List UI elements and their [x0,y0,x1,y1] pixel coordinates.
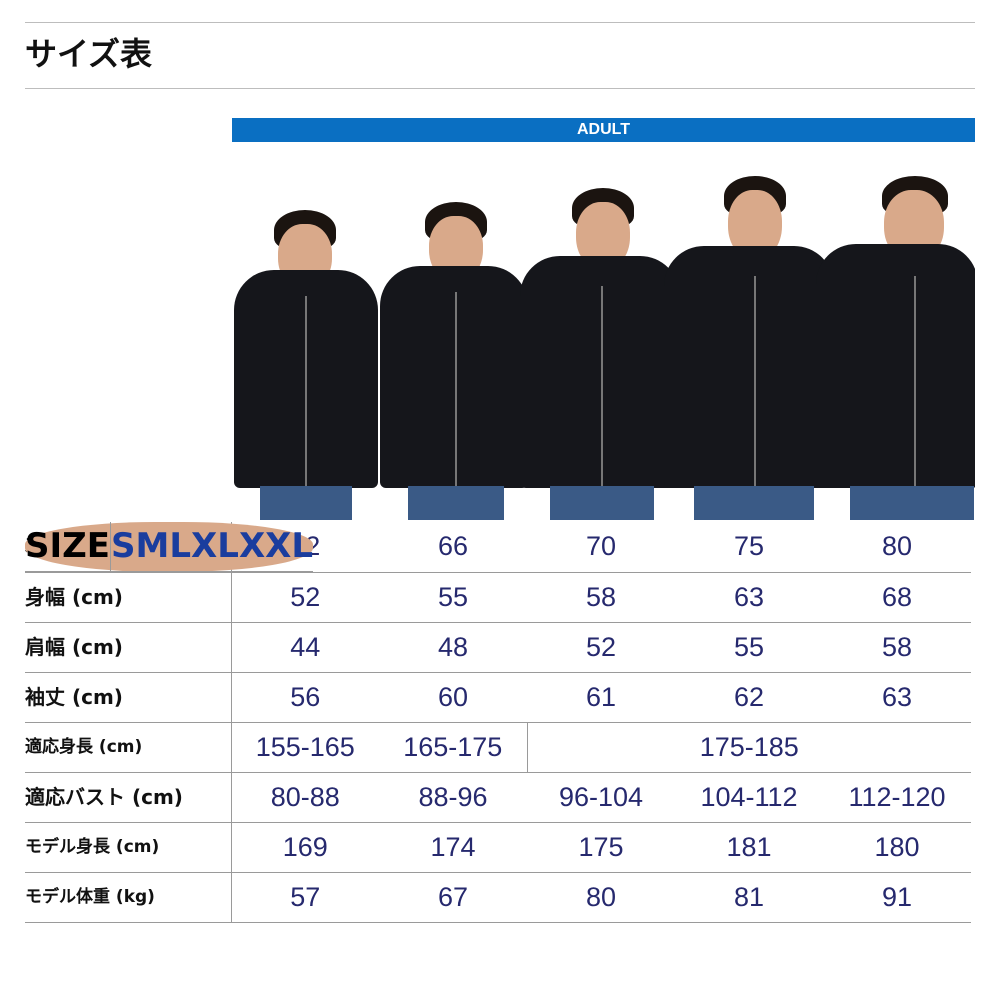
row-label: モデル体重 (kg) [25,872,232,923]
cell: 52 [231,572,379,623]
cell: 60 [379,672,527,723]
cell: 80 [527,872,675,923]
cell: 181 [675,822,823,873]
model-photo-xxl [816,176,975,520]
cell: 63 [675,572,823,623]
cell-merged: 175-185 [526,722,971,773]
cell: 52 [527,622,675,673]
size-l: L [169,522,192,572]
size-m: M [135,522,170,572]
model-photo-xl [664,176,834,520]
cell: 81 [675,872,823,923]
cell: 58 [823,622,971,673]
row-label: 肩幅 (cm) [25,622,232,673]
cell: 175 [527,822,675,873]
cell: 61 [527,672,675,723]
cell: 104-112 [675,772,823,823]
model-photos [232,150,975,520]
table-row: 肩幅 (cm) 44 48 52 55 58 [25,622,971,673]
cell: 155-165 [231,722,379,773]
table-row: 袖丈 (cm) 56 60 61 62 63 [25,672,971,723]
cell: 55 [379,572,527,623]
row-label: モデル身長 (cm) [25,822,232,873]
cell: 44 [231,622,379,673]
size-header-row: SIZE S M L XL XXL [25,522,314,572]
cell: 56 [231,672,379,723]
cell: 66 [379,522,527,573]
title-divider [25,88,975,89]
page-title: サイズ表 [25,35,153,73]
cell: 63 [823,672,971,723]
size-xxl: XXL [238,522,314,572]
cell: 67 [379,872,527,923]
cell: 75 [675,522,823,573]
model-photo-m [380,202,528,520]
cell: 48 [379,622,527,673]
cell: 88-96 [379,772,527,823]
cell: 58 [527,572,675,623]
table-row: 適応身長 (cm) 155-165 165-175 175-185 [25,722,971,773]
model-photo-s [232,210,380,520]
cell: 80 [823,522,971,573]
top-divider [25,22,975,23]
cell: 96-104 [527,772,675,823]
cell: 165-175 [379,722,527,773]
row-label: 適応バスト (cm) [25,772,232,823]
cell: 169 [231,822,379,873]
cell: 91 [823,872,971,923]
size-header-label: SIZE [25,522,112,572]
cell: 55 [675,622,823,673]
size-xl: XL [191,522,239,572]
row-label: 身幅 (cm) [25,572,232,623]
table-row: モデル体重 (kg) 57 67 80 81 91 [25,872,971,923]
adult-banner: ADULT [232,118,975,142]
size-table: SIZE S M L XL XXL 着丈 (cm) 62 66 70 75 80… [25,522,971,923]
table-row: 適応バスト (cm) 80-88 88-96 96-104 104-112 11… [25,772,971,823]
size-s: S [110,522,136,572]
cell: 112-120 [823,772,971,823]
cell: 80-88 [231,772,379,823]
cell: 70 [527,522,675,573]
cell: 62 [675,672,823,723]
cell: 174 [379,822,527,873]
model-photo-l [520,188,680,520]
row-label: 袖丈 (cm) [25,672,232,723]
cell: 57 [231,872,379,923]
row-label: 適応身長 (cm) [25,722,232,773]
cell: 180 [823,822,971,873]
cell: 68 [823,572,971,623]
table-row: モデル身長 (cm) 169 174 175 181 180 [25,822,971,873]
table-row: 身幅 (cm) 52 55 58 63 68 [25,572,971,623]
